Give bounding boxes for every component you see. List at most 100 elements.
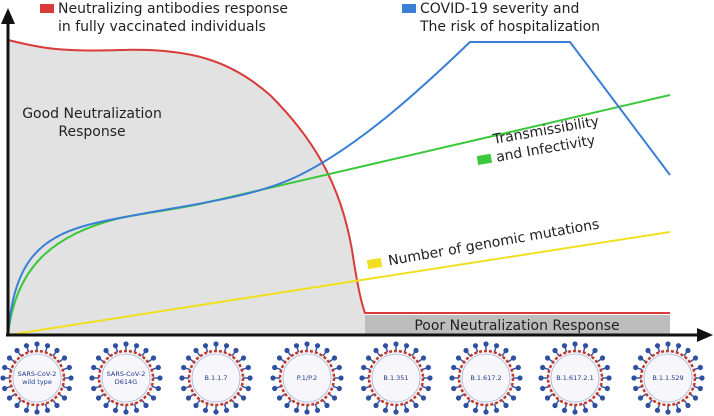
virus-icon: B.1.1.529: [631, 341, 705, 415]
spike-head: [272, 385, 278, 392]
variant-label: SARS-CoV-2 D614G: [107, 370, 146, 386]
variant-label: P.1/P.2: [297, 374, 317, 382]
spike-head: [540, 364, 546, 371]
spike-head: [582, 407, 589, 413]
spike-head: [223, 407, 230, 413]
spike-head: [14, 347, 20, 354]
spike-head: [293, 407, 300, 413]
spike-head: [665, 409, 671, 415]
spike-head: [472, 343, 479, 349]
spike-head: [54, 347, 60, 354]
spike-head: [103, 402, 109, 409]
spike-head: [23, 407, 30, 413]
spike-head: [181, 364, 187, 371]
spike-head: [517, 375, 523, 381]
spike-head: [451, 385, 457, 392]
spike-head: [338, 375, 344, 381]
spike-head: [284, 347, 290, 354]
variant-label: B.1.1.7: [204, 374, 227, 382]
spike-head: [420, 355, 427, 361]
spike-head: [515, 364, 521, 371]
virus-icon: P.1/P.2: [270, 341, 344, 415]
spike-head: [455, 395, 462, 401]
poor-label: Poor Neutralization Response: [414, 318, 619, 334]
spike-head: [631, 375, 637, 381]
spike-head: [95, 355, 102, 361]
virus-icon: B.1.351: [359, 341, 433, 415]
spike-head: [223, 343, 230, 349]
spike-head: [2, 385, 8, 392]
variant-line: B.1.351: [383, 374, 408, 382]
variant-line: wild type: [22, 378, 52, 386]
spike-head: [451, 364, 457, 371]
y-arrow: [1, 8, 15, 24]
spike-head: [675, 343, 682, 349]
good-area: [8, 40, 365, 335]
variant-label: B.1.1.529: [652, 374, 683, 382]
spike-head: [425, 364, 431, 371]
spike-head: [637, 395, 644, 401]
spike-head: [233, 347, 239, 354]
spike-head: [276, 355, 283, 361]
spike-head: [582, 343, 589, 349]
spike-head: [633, 385, 639, 392]
spike-head: [331, 355, 338, 361]
spike-head: [645, 347, 651, 354]
spike-head: [0, 375, 6, 381]
spike-head: [89, 375, 95, 381]
spike-head: [455, 355, 462, 361]
spike-head: [103, 347, 109, 354]
spike-head: [359, 375, 365, 381]
variant-label: B.1.617.2: [470, 374, 501, 382]
spike-head: [645, 402, 651, 409]
variant-line: B.1.617.2: [470, 374, 501, 382]
variant-line: SARS-CoV-2: [107, 370, 146, 378]
legend-text: COVID-19 severity and The risk of hospita…: [419, 1, 600, 35]
spike-head: [150, 395, 157, 401]
spike-head: [685, 402, 691, 409]
spike-head: [365, 395, 372, 401]
spike-head: [133, 407, 140, 413]
variant-label: B.1.617.2.1: [556, 374, 594, 382]
spike-head: [572, 341, 578, 347]
spike-head: [633, 364, 639, 371]
spike-head: [697, 385, 703, 392]
spike-head: [449, 375, 455, 381]
spike-head: [284, 402, 290, 409]
spike-head: [654, 343, 661, 349]
spike-head: [538, 375, 544, 381]
spike-head: [123, 341, 129, 347]
spike-head: [213, 409, 219, 415]
legend-text: Neutralizing antibodies response in fully…: [58, 1, 288, 35]
virus-inner: [461, 353, 511, 403]
spike-head: [179, 375, 185, 381]
spike-head: [510, 355, 517, 361]
spike-head: [54, 402, 60, 409]
spike-head: [365, 355, 372, 361]
spike-head: [654, 407, 661, 413]
spike-head: [382, 343, 389, 349]
spike-head: [202, 407, 209, 413]
line-swatch: [476, 153, 493, 166]
spike-head: [95, 395, 102, 401]
spike-head: [272, 364, 278, 371]
spike-head: [592, 347, 598, 354]
antibody-curve: [7, 39, 670, 314]
spike-head: [420, 395, 427, 401]
spike-head: [336, 364, 342, 371]
spike-head: [185, 395, 192, 401]
spike-head: [314, 407, 321, 413]
spike-head: [515, 385, 521, 392]
spike-head: [240, 355, 247, 361]
variant-line: D614G: [115, 378, 137, 386]
variant-label: B.1.351: [383, 374, 408, 382]
spike-head: [324, 402, 330, 409]
spike-head: [44, 407, 51, 413]
spike-head: [599, 395, 606, 401]
spike-head: [66, 385, 72, 392]
variants: SARS-CoV-2 wild type SARS-CoV-2 D614G B.1.1.…: [0, 341, 705, 415]
spike-head: [270, 375, 276, 381]
variant-line: B.1.617.2.1: [556, 374, 594, 382]
spike-head: [361, 364, 367, 371]
virus-inner: [12, 353, 62, 403]
